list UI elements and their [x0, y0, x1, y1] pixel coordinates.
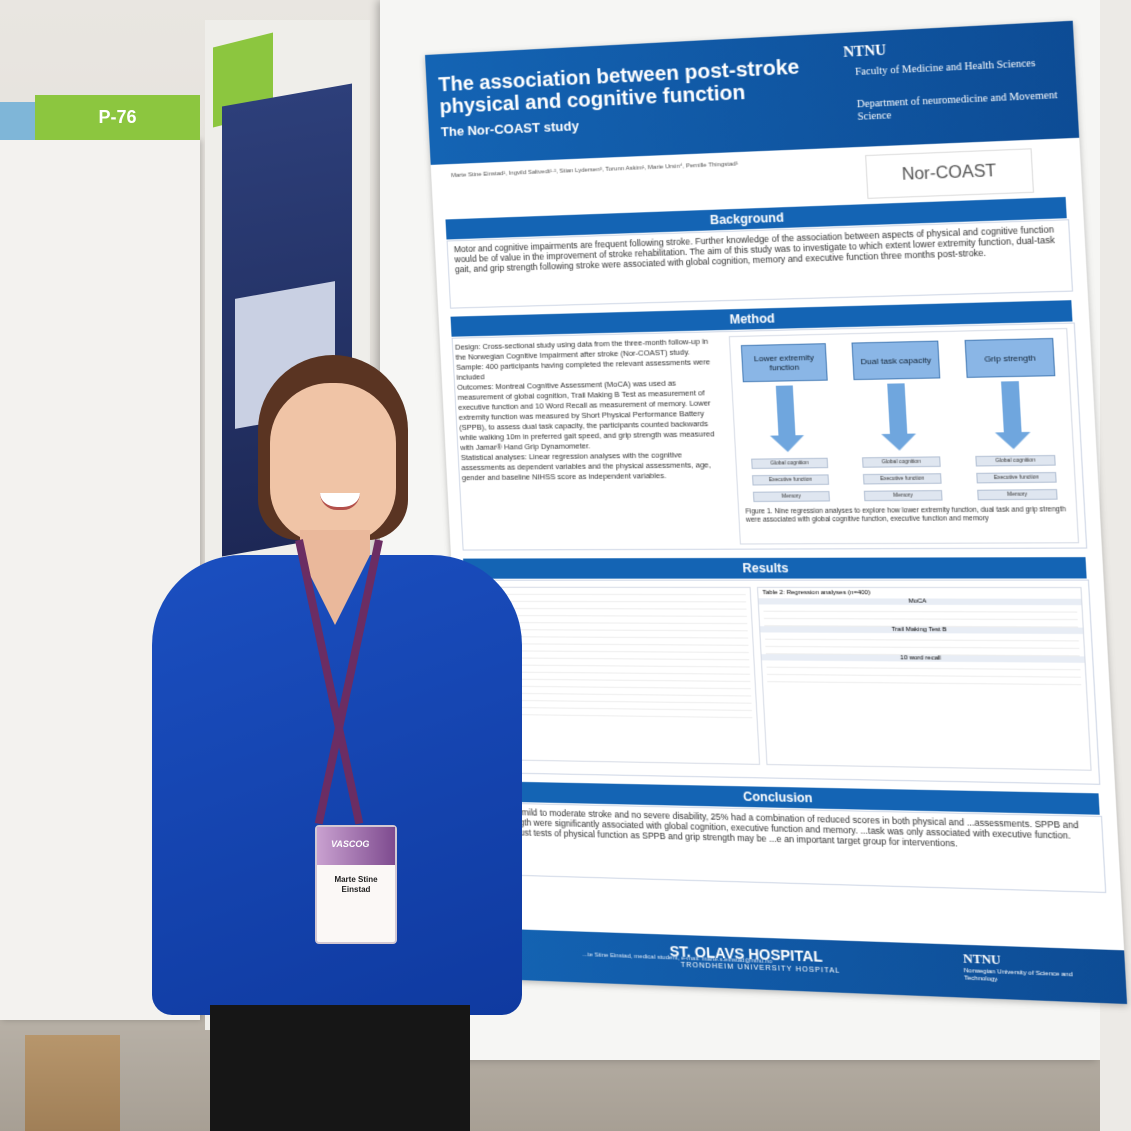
arrow-down-icon	[1001, 381, 1022, 434]
black-pants	[210, 1005, 470, 1131]
method-box: Design: Cross-sectional study using data…	[452, 322, 1088, 550]
paper-bag	[25, 1035, 120, 1131]
outcome-executive: Executive function	[976, 472, 1056, 483]
board-label-strip	[0, 102, 35, 140]
arrow-head-icon	[995, 432, 1031, 449]
results-heading: Results	[463, 557, 1087, 579]
lower-extremity-box: Lower extremity function	[741, 343, 828, 382]
presenter: VASCOG Marte Stine Einstad	[150, 355, 530, 1131]
badge-name: Marte Stine Einstad	[321, 875, 391, 895]
outcome-global: Global cognition	[751, 458, 828, 469]
arrow-head-icon	[770, 435, 805, 452]
lanyard	[295, 540, 385, 840]
table2-title: Table 2: Regression analyses (n=400)	[758, 588, 1081, 599]
arrow-head-icon	[881, 434, 917, 451]
method-diagram: Lower extremity function Dual task capac…	[729, 328, 1079, 545]
outcome-global: Global cognition	[862, 456, 941, 467]
results-table-2: Table 2: Regression analyses (n=400) MoC…	[757, 587, 1092, 771]
ntnu-footer-subtitle: Norwegian University of Science and Tech…	[964, 968, 1098, 988]
outcome-memory: Memory	[753, 491, 830, 502]
outcome-memory: Memory	[977, 489, 1058, 500]
ntnu-logo: NTNU	[843, 43, 887, 62]
arrow-down-icon	[776, 385, 796, 437]
figure-caption: Figure 1. Nine regression analyses to ex…	[745, 506, 1070, 525]
name-badge: VASCOG Marte Stine Einstad	[315, 825, 397, 944]
badge-banner: VASCOG	[317, 827, 395, 865]
badge-event: VASCOG	[317, 827, 395, 849]
norcoast-logo: Nor-COAST	[865, 148, 1034, 199]
conclusion-box: ...ion with mild to moderate stroke and …	[476, 802, 1107, 893]
dual-task-box: Dual task capacity	[851, 341, 940, 381]
grip-strength-box: Grip strength	[965, 338, 1056, 378]
outcome-global: Global cognition	[975, 455, 1055, 467]
presenter-face	[270, 383, 396, 543]
poster-title: The association between post-stroke phys…	[438, 54, 832, 118]
ntnu-footer-logo: NTNU	[963, 951, 1001, 968]
board-number-label: P-76	[35, 95, 200, 140]
outcome-executive: Executive function	[863, 473, 942, 484]
arrow-down-icon	[887, 383, 907, 436]
outcome-executive: Executive function	[752, 474, 829, 485]
outcome-memory: Memory	[864, 490, 943, 501]
poster-subtitle: The Nor-COAST study	[441, 118, 580, 139]
department-name: Department of neuromedicine and Movement…	[857, 89, 1067, 124]
research-poster: The association between post-stroke phys…	[425, 21, 1127, 1004]
results-box: Table 2: Regression analyses (n=400) MoC…	[464, 580, 1100, 785]
